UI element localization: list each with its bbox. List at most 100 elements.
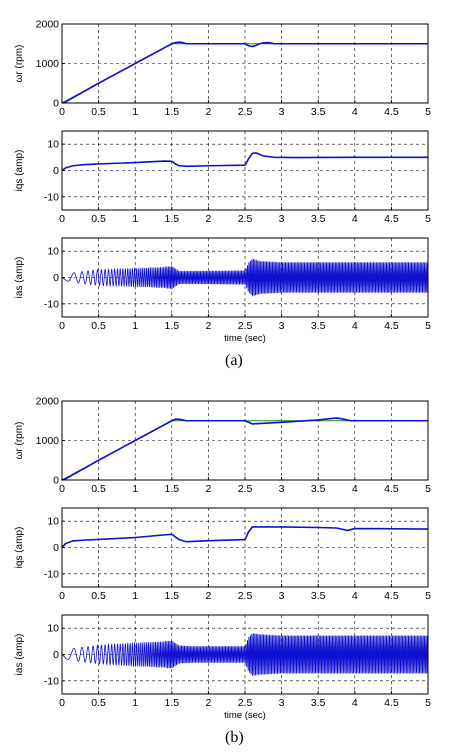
x-tick-label: 3 [279,213,285,225]
x-tick-label: 2.5 [238,590,253,602]
x-tick-label: 1 [132,697,138,709]
y-tick-label: -10 [44,191,59,203]
x-tick-label: 1.5 [164,106,179,118]
x-tick-label: 5 [425,213,431,225]
y-tick-label: 10 [47,246,59,258]
caption-a: (a) [225,352,243,369]
y-axis-label: ias (amp) [14,257,25,299]
y-axis-label: ωr (rpm) [14,45,25,83]
x-tick-label: 2 [205,106,211,118]
x-tick-label: 3 [279,483,285,495]
caption-b: (b) [225,729,244,746]
y-tick-label: 10 [47,139,59,151]
x-tick-label: 3.5 [311,213,326,225]
y-tick-label: 10 [47,516,59,528]
x-tick-label: 3 [279,320,285,332]
x-tick-label: 0.5 [91,106,106,118]
x-tick-label: 0 [59,106,65,118]
x-tick-label: 4 [352,483,358,495]
x-tick-label: 0.5 [91,590,106,602]
x-tick-label: 2.5 [238,483,253,495]
y-tick-label: 0 [53,165,59,177]
x-tick-label: 1.5 [164,697,179,709]
x-tick-label: 3.5 [311,697,326,709]
x-tick-label: 2.5 [238,213,253,225]
x-tick-label: 3 [279,106,285,118]
x-tick-label: 1 [132,213,138,225]
x-tick-label: 4 [352,213,358,225]
series-line-measured [61,152,428,172]
y-axis-label: iqs (amp) [14,150,25,192]
y-tick-label: 0 [53,542,59,554]
y-axis-label: ias (amp) [14,634,25,676]
x-tick-label: 0.5 [91,320,106,332]
x-tick-label: 2.5 [238,106,253,118]
x-tick-label: 3 [279,590,285,602]
x-tick-label: 0 [59,213,65,225]
chart-panel-1: 0 0.5 1 1.5 2 2.5 3 3.5 4 4.5 5 0 1000 2000 ωr (rpm) [14,19,431,119]
x-tick-label: 1 [132,483,138,495]
x-tick-label: 1.5 [164,213,179,225]
x-tick-label: 2 [205,697,211,709]
y-tick-label: 2000 [36,396,60,408]
y-axis-label: iqs (amp) [14,527,25,569]
x-tick-label: 1.5 [164,320,179,332]
y-tick-label: 0 [53,475,59,487]
x-tick-label: 4.5 [384,590,399,602]
x-tick-label: 5 [425,697,431,709]
x-axis-label: time (sec) [224,333,266,344]
y-tick-label: 0 [53,98,59,110]
x-tick-label: 5 [425,483,431,495]
x-tick-label: 1 [132,590,138,602]
x-tick-label: 4 [352,320,358,332]
x-tick-label: 3.5 [311,106,326,118]
y-tick-label: -10 [44,298,59,310]
y-tick-label: 0 [53,649,59,661]
x-tick-label: 0 [59,483,65,495]
x-tick-label: 0.5 [91,483,106,495]
x-tick-label: 5 [425,320,431,332]
x-tick-label: 4.5 [384,213,399,225]
x-tick-label: 3.5 [311,590,326,602]
x-tick-label: 2 [205,213,211,225]
x-tick-label: 5 [425,590,431,602]
series-line-measured [61,417,428,481]
y-tick-label: 1000 [36,58,60,70]
y-axis-label: ωr (rpm) [14,422,25,460]
x-tick-label: 4.5 [384,697,399,709]
x-tick-label: 4.5 [384,106,399,118]
y-tick-label: -10 [44,675,59,687]
x-tick-label: 1 [132,320,138,332]
x-tick-label: 1.5 [164,483,179,495]
x-tick-label: 2.5 [238,320,253,332]
series-line-measured [61,526,429,549]
x-tick-label: 4 [352,697,358,709]
x-tick-label: 4 [352,590,358,602]
x-tick-label: 4 [352,106,358,118]
x-tick-label: 0.5 [91,213,106,225]
chart-panel-4: 0 0.5 1 1.5 2 2.5 3 3.5 4 4.5 5 0 1000 2000 ωr (rpm) [14,396,431,496]
y-tick-label: 0 [53,272,59,284]
x-tick-label: 0 [59,590,65,602]
x-tick-label: 0 [59,320,65,332]
x-tick-label: 1.5 [164,590,179,602]
y-tick-label: 10 [47,623,59,635]
x-tick-label: 3.5 [311,320,326,332]
x-tick-label: 2 [205,590,211,602]
y-tick-label: 1000 [36,435,60,447]
series-line-measured [61,632,429,677]
y-tick-label: -10 [44,568,59,580]
x-tick-label: 4.5 [384,483,399,495]
x-tick-label: 2 [205,483,211,495]
x-tick-label: 0.5 [91,697,106,709]
y-tick-label: 2000 [36,19,60,31]
series-line-measured [61,41,428,104]
x-tick-label: 2 [205,320,211,332]
x-axis-label: time (sec) [224,710,266,721]
series-line-measured [61,258,429,297]
